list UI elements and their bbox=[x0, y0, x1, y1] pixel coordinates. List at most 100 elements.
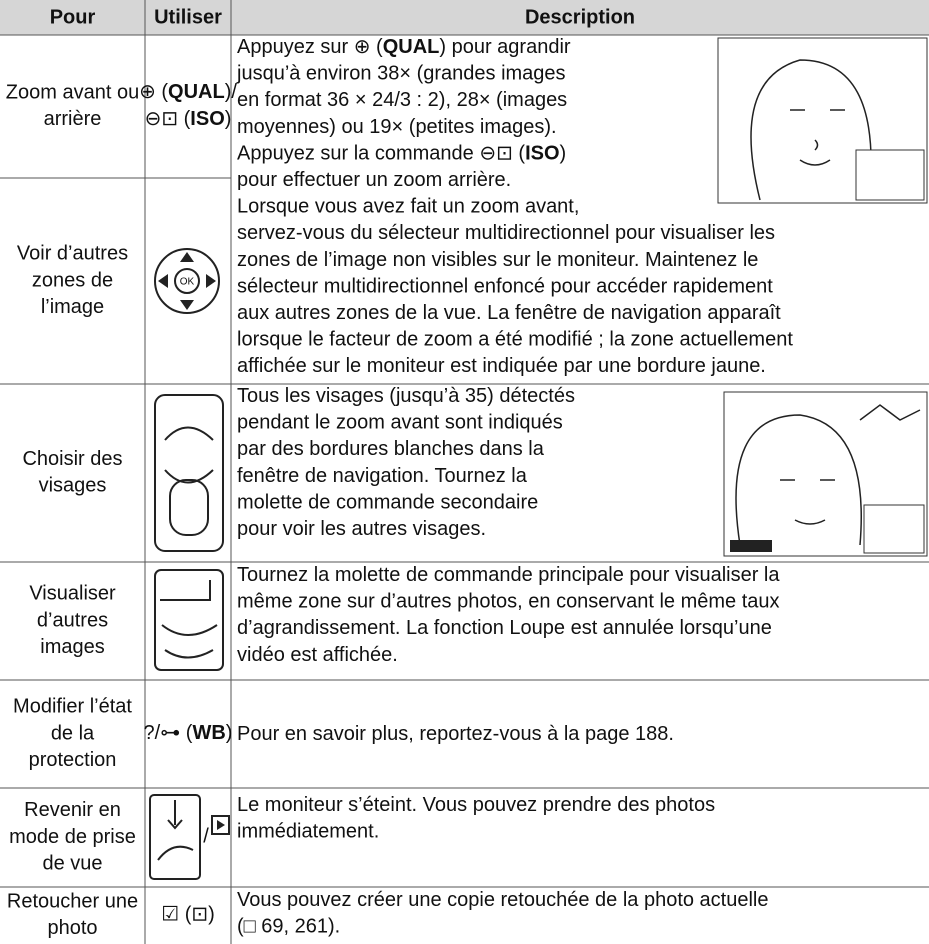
utiliser-cell: ☑ (⊡) bbox=[161, 904, 215, 926]
pour-cell: Choisir des bbox=[22, 448, 122, 470]
pour-cell: de vue bbox=[42, 852, 102, 874]
description-line-part: Tous les visages (jusqu’à 35) détectés bbox=[237, 385, 575, 407]
description-line: fenêtre de navigation. Tournez la bbox=[237, 465, 528, 487]
utiliser-cell-part: WB bbox=[192, 722, 225, 744]
header-cell: Pour bbox=[50, 6, 96, 28]
description-line-part: ) bbox=[560, 143, 567, 165]
description-line: pour effectuer un zoom arrière. bbox=[237, 169, 511, 191]
description-line-part: d’agrandissement. La fonction Loupe est … bbox=[237, 617, 772, 639]
utiliser-cell-part: QUAL bbox=[168, 81, 225, 103]
description-line-part: pour effectuer un zoom arrière. bbox=[237, 169, 511, 191]
description-line-part: pendant le zoom avant sont indiqués bbox=[237, 412, 563, 434]
utiliser-cell: ⊕ (QUAL)/ bbox=[139, 81, 237, 103]
description-line: immédiatement. bbox=[237, 821, 379, 843]
utiliser-cell-part: ISO bbox=[190, 108, 224, 130]
description-line-part: vidéo est affichée. bbox=[237, 644, 398, 666]
description-line: pour voir les autres visages. bbox=[237, 518, 486, 540]
sub-dial-icon bbox=[154, 394, 224, 552]
pour-cell: images bbox=[40, 636, 104, 658]
description-line-part: Appuyez sur ⊕ ( bbox=[237, 36, 383, 58]
pour-cell: visages bbox=[39, 475, 107, 497]
description-line: vidéo est affichée. bbox=[237, 644, 398, 666]
utiliser-cell-part: / bbox=[203, 826, 209, 848]
description-line-part: Appuyez sur la commande ⊖⊡ ( bbox=[237, 143, 525, 165]
pour-cell: Retoucher une bbox=[7, 890, 138, 912]
description-line: Lorsque vous avez fait un zoom avant, bbox=[237, 196, 579, 218]
pour-cell: l’image bbox=[41, 296, 104, 318]
header-cell: Description bbox=[525, 6, 635, 28]
utiliser-cell-part: ⊖⊡ ( bbox=[145, 108, 191, 130]
utiliser-cell-part: )/ bbox=[225, 81, 238, 103]
utiliser-cell-part: ?/⊶ ( bbox=[144, 722, 193, 744]
pour-cell: arrière bbox=[44, 108, 102, 130]
utiliser-cell: ⊖⊡ (ISO) bbox=[145, 108, 232, 130]
description-line-part: affichée sur le moniteur est indiquée pa… bbox=[237, 355, 766, 377]
description-line: Appuyez sur la commande ⊖⊡ (ISO) bbox=[237, 143, 566, 165]
utiliser-cell-part: ) bbox=[225, 108, 232, 130]
description-line: jusqu’à environ 38× (grandes images bbox=[236, 63, 566, 85]
utiliser-cell-part: ⊕ ( bbox=[139, 81, 168, 103]
multi-selector-icon: OK bbox=[154, 248, 220, 314]
description-line-part: fenêtre de navigation. Tournez la bbox=[237, 465, 528, 487]
description-line: (□ 69, 261). bbox=[237, 916, 340, 938]
pour-cell: photo bbox=[47, 917, 97, 939]
utiliser-cell: / bbox=[203, 826, 209, 848]
description-line: Tournez la molette de commande principal… bbox=[237, 564, 780, 586]
pour-cell: de la bbox=[51, 722, 95, 744]
description-line: servez-vous du sélecteur multidirectionn… bbox=[237, 222, 775, 244]
pour-cell: d’autres bbox=[37, 609, 108, 631]
header-cell: Utiliser bbox=[154, 6, 222, 28]
description-line-part: par des bordures blanches dans la bbox=[237, 438, 545, 460]
pour-cell: zones de bbox=[32, 269, 113, 291]
main-dial-icon bbox=[154, 569, 224, 671]
description-line-part: QUAL bbox=[383, 36, 440, 58]
description-line-part: (□ 69, 261). bbox=[237, 916, 340, 938]
shutter-play-icon bbox=[149, 794, 230, 880]
description-line: aux autres zones de la vue. La fenêtre d… bbox=[237, 302, 781, 324]
description-line: molette de commande secondaire bbox=[237, 492, 538, 514]
description-line-part: molette de commande secondaire bbox=[237, 492, 538, 514]
description-line: Le moniteur s’éteint. Vous pouvez prendr… bbox=[237, 794, 715, 816]
description-line: par des bordures blanches dans la bbox=[237, 438, 545, 460]
description-line-part: pour voir les autres visages. bbox=[237, 518, 486, 540]
pour-cell: Visualiser bbox=[29, 583, 116, 605]
description-line: en format 36 × 24/3 : 2), 28× (images bbox=[237, 89, 567, 111]
description-line-part: zones de l’image non visibles sur le mon… bbox=[237, 249, 758, 271]
utiliser-cell-part: ) bbox=[226, 722, 233, 744]
description-line-part: servez-vous du sélecteur multidirectionn… bbox=[237, 222, 775, 244]
pour-cell: mode de prise bbox=[9, 826, 136, 848]
description-line: Pour en savoir plus, reportez-vous à la … bbox=[237, 723, 674, 745]
description-line-part: lorsque le facteur de zoom a été modifié… bbox=[237, 329, 793, 351]
description-line-part: Le moniteur s’éteint. Vous pouvez prendr… bbox=[237, 794, 715, 816]
description-line: zones de l’image non visibles sur le mon… bbox=[237, 249, 758, 271]
utiliser-cell: ?/⊶ (WB) bbox=[144, 722, 233, 744]
pour-cell: Zoom avant ou bbox=[6, 81, 139, 103]
description-line-part: moyennes) ou 19× (petites images). bbox=[237, 116, 557, 138]
pour-cell: protection bbox=[29, 749, 117, 771]
header-bg bbox=[0, 0, 929, 35]
photo-zoom bbox=[717, 37, 928, 204]
photo-faces bbox=[723, 391, 928, 557]
description-line: Appuyez sur ⊕ (QUAL) pour agrandir bbox=[237, 36, 571, 58]
svg-text:OK: OK bbox=[180, 277, 195, 288]
description-line-part: Lorsque vous avez fait un zoom avant, bbox=[237, 196, 579, 218]
description-line: affichée sur le moniteur est indiquée pa… bbox=[237, 355, 766, 377]
description-line: d’agrandissement. La fonction Loupe est … bbox=[237, 617, 772, 639]
description-line-part: aux autres zones de la vue. La fenêtre d… bbox=[237, 302, 781, 324]
description-line-part: sélecteur multidirectionnel enfoncé pour… bbox=[237, 276, 773, 298]
description-line: sélecteur multidirectionnel enfoncé pour… bbox=[237, 276, 773, 298]
description-line-part: en format 36 × 24/3 : 2), 28× (images bbox=[237, 89, 567, 111]
description-line-part: Vous pouvez créer une copie retouchée de… bbox=[237, 889, 768, 911]
pour-cell: Voir d’autres bbox=[17, 243, 128, 265]
utiliser-cell-part: ☑ (⊡) bbox=[161, 904, 215, 926]
pour-cell: Modifier l’état bbox=[13, 696, 132, 718]
description-line-part: Pour en savoir plus, reportez-vous à la … bbox=[237, 723, 674, 745]
description-line: Tous les visages (jusqu’à 35) détectés bbox=[237, 385, 575, 407]
description-line: lorsque le facteur de zoom a été modifié… bbox=[237, 329, 793, 351]
description-line-part: ISO bbox=[525, 143, 559, 165]
description-line-part: même zone sur d’autres photos, en conser… bbox=[237, 591, 780, 613]
pour-cell: Revenir en bbox=[24, 799, 121, 821]
description-line: moyennes) ou 19× (petites images). bbox=[237, 116, 557, 138]
description-line: même zone sur d’autres photos, en conser… bbox=[237, 591, 780, 613]
